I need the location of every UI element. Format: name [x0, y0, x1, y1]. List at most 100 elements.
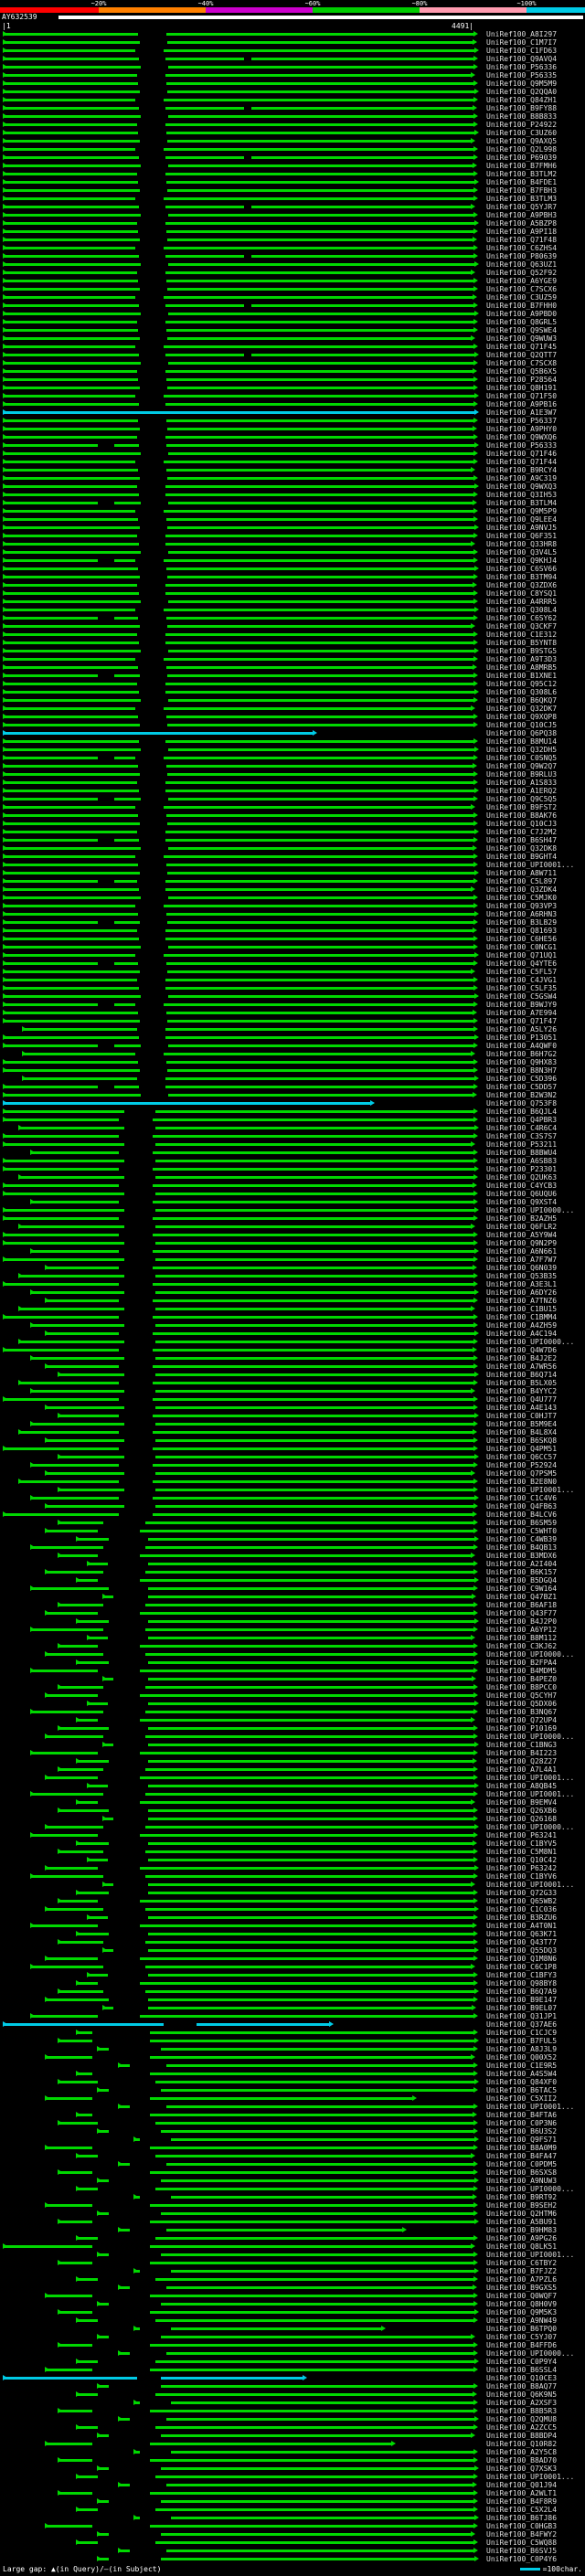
hit-label[interactable]: UniRef100_Q4W7D6	[486, 1346, 558, 1354]
hit-bar[interactable]	[18, 1479, 478, 1484]
hit-label[interactable]: UniRef100_B8BDP4	[486, 2432, 558, 2440]
hit-label[interactable]: UniRef100_A1ERQ2	[486, 787, 558, 795]
hit-bar[interactable]	[3, 615, 478, 620]
hit-bar[interactable]	[44, 1298, 478, 1303]
hit-label[interactable]: UniRef100_A5BU91	[486, 2218, 558, 2226]
hit-bar[interactable]	[44, 1528, 478, 1533]
hit-bar[interactable]	[29, 1355, 478, 1361]
hit-label[interactable]: UniRef100_P69039	[486, 154, 558, 162]
hit-bar[interactable]	[3, 837, 478, 843]
hit-label[interactable]: UniRef100_P52924	[486, 1461, 558, 1469]
hit-label[interactable]: UniRef100_C1BU15	[486, 1305, 558, 1313]
hit-label[interactable]: UniRef100_Q52F92	[486, 269, 558, 277]
hit-bar[interactable]	[3, 1215, 478, 1221]
hit-bar[interactable]	[29, 1495, 479, 1500]
hit-bar[interactable]	[44, 1470, 476, 1476]
hit-label[interactable]: UniRef100_Q84XF0	[486, 2078, 558, 2086]
hit-label[interactable]: UniRef100_B9GXS5	[486, 2284, 558, 2292]
hit-bar[interactable]	[3, 1043, 478, 1048]
hit-bar[interactable]	[118, 2548, 478, 2553]
hit-label[interactable]: UniRef100_Q81693	[486, 927, 558, 935]
hit-bar[interactable]	[44, 1405, 478, 1410]
hit-label[interactable]: UniRef100_Q4PBR3	[486, 1116, 558, 1124]
hit-bar[interactable]	[3, 1100, 376, 1106]
hit-bar[interactable]	[57, 1939, 478, 1945]
hit-bar[interactable]	[57, 2219, 479, 2224]
hit-bar[interactable]	[3, 722, 478, 727]
hit-bar[interactable]	[57, 1602, 478, 1607]
hit-label[interactable]: UniRef100_Q3CKF7	[486, 622, 558, 631]
hit-bar[interactable]	[3, 1084, 478, 1089]
hit-label[interactable]: UniRef100_B6U3S2	[486, 2127, 558, 2136]
hit-bar[interactable]	[3, 344, 478, 349]
hit-label[interactable]: UniRef100_B4F8R9	[486, 2497, 558, 2506]
hit-bar[interactable]	[3, 1018, 478, 1023]
hit-label[interactable]: UniRef100_UPI0001...	[486, 1881, 575, 1889]
hit-label[interactable]: UniRef100_B6SM59	[486, 1519, 558, 1527]
hit-label[interactable]: UniRef100_A7WR56	[486, 1362, 558, 1371]
hit-bar[interactable]	[76, 2507, 478, 2512]
hit-label[interactable]: UniRef100_UPI0000...	[486, 1338, 575, 1346]
hit-bar[interactable]	[3, 812, 478, 818]
hit-label[interactable]: UniRef100_B2FPA4	[486, 1659, 558, 1667]
hit-bar[interactable]	[3, 2021, 334, 2027]
hit-bar[interactable]	[97, 2046, 478, 2051]
hit-bar[interactable]	[86, 1635, 476, 1640]
hit-label[interactable]: UniRef100_A9T3D3	[486, 655, 558, 663]
hit-bar[interactable]	[101, 1676, 477, 1681]
hit-label[interactable]: UniRef100_P56336	[486, 63, 558, 71]
hit-label[interactable]: UniRef100_Q10R82	[486, 2440, 558, 2448]
hit-label[interactable]: UniRef100_Q9WXQ3	[486, 482, 558, 491]
hit-bar[interactable]	[3, 804, 476, 810]
hit-bar[interactable]	[29, 1248, 479, 1254]
hit-label[interactable]: UniRef100_A5LY26	[486, 1025, 558, 1034]
hit-label[interactable]: UniRef100_Q4U777	[486, 1395, 558, 1404]
hit-label[interactable]: UniRef100_C5LF35	[486, 984, 558, 992]
hit-bar[interactable]	[57, 2079, 479, 2084]
hit-bar[interactable]	[21, 1026, 478, 1032]
hit-label[interactable]: UniRef100_Q9SWE4	[486, 326, 558, 334]
hit-label[interactable]: UniRef100_Q33HR8	[486, 540, 558, 548]
hit-bar[interactable]	[3, 1158, 478, 1163]
hit-label[interactable]: UniRef100_A1S833	[486, 779, 558, 787]
hit-label[interactable]: UniRef100_A7E994	[486, 1009, 558, 1017]
hit-bar[interactable]	[3, 89, 479, 94]
hit-label[interactable]: UniRef100_Q9KHJ4	[486, 557, 558, 565]
hit-label[interactable]: UniRef100_B9STG5	[486, 647, 558, 655]
hit-label[interactable]: UniRef100_UPI0000...	[486, 1650, 575, 1659]
hit-bar[interactable]	[133, 2400, 478, 2405]
hit-label[interactable]: UniRef100_P56335	[486, 71, 558, 80]
hit-bar[interactable]	[3, 1314, 478, 1320]
hit-label[interactable]: UniRef100_B8B5R3	[486, 2407, 558, 2415]
hit-label[interactable]: UniRef100_A9C319	[486, 474, 558, 482]
hit-bar[interactable]	[29, 1462, 478, 1468]
hit-label[interactable]: UniRef100_Q71F47	[486, 1017, 558, 1025]
hit-label[interactable]: UniRef100_B3TLM2	[486, 170, 558, 178]
hit-bar[interactable]	[3, 525, 479, 530]
hit-bar[interactable]	[3, 582, 477, 588]
hit-label[interactable]: UniRef100_B4FA47	[486, 2152, 558, 2160]
hit-label[interactable]: UniRef100_A6DY26	[486, 1288, 558, 1297]
hit-label[interactable]: UniRef100_Q72UP4	[486, 1716, 558, 1724]
hit-label[interactable]: UniRef100_Q1M8N6	[486, 1955, 558, 1963]
hit-label[interactable]: UniRef100_C1BFY3	[486, 1971, 558, 1979]
hit-bar[interactable]	[3, 319, 478, 324]
hit-bar[interactable]	[133, 2449, 478, 2454]
hit-bar[interactable]	[3, 895, 478, 900]
hit-bar[interactable]	[3, 681, 478, 686]
hit-label[interactable]: UniRef100_Q71F48	[486, 236, 558, 244]
hit-label[interactable]: UniRef100_B4FDE1	[486, 178, 558, 186]
hit-label[interactable]: UniRef100_Q9AXQ5	[486, 137, 558, 145]
hit-label[interactable]: UniRef100_B9HM83	[486, 2226, 558, 2234]
hit-label[interactable]: UniRef100_Q8H191	[486, 384, 558, 392]
hit-label[interactable]: UniRef100_Q43F77	[486, 1609, 558, 1617]
hit-label[interactable]: UniRef100_Q9M5K3	[486, 2308, 558, 2316]
hit-label[interactable]: UniRef100_A1E3W7	[486, 408, 558, 417]
hit-label[interactable]: UniRef100_C9W164	[486, 1585, 558, 1593]
hit-bar[interactable]	[3, 368, 477, 374]
hit-label[interactable]: UniRef100_B8M112	[486, 1634, 558, 1642]
hit-bar[interactable]	[57, 1487, 478, 1492]
hit-label[interactable]: UniRef100_B9WJY9	[486, 1001, 558, 1009]
hit-label[interactable]: UniRef100_A2ZCC5	[486, 2423, 558, 2432]
hit-bar[interactable]	[3, 130, 479, 135]
